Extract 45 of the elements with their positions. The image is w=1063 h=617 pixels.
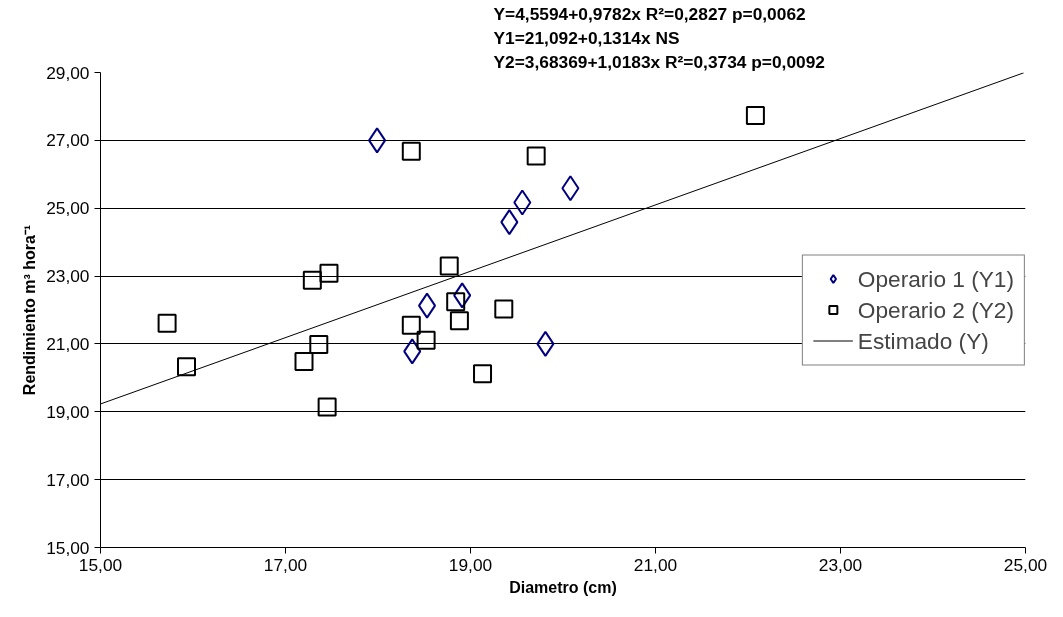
x-tick-label: 25,00	[1003, 554, 1048, 575]
point	[500, 209, 519, 236]
x-tick-label: 19,00	[448, 554, 493, 575]
y-tick-label: 17,00	[46, 469, 90, 490]
point	[403, 338, 422, 365]
point	[294, 352, 314, 372]
x-axis-title: Diametro (cm)	[509, 578, 617, 596]
point	[561, 175, 580, 202]
point	[473, 364, 493, 384]
point	[418, 292, 437, 319]
point	[494, 299, 514, 319]
text: Y=4,5594+0,9782x R²=0,2827 p=0,0062	[493, 3, 806, 24]
point	[401, 315, 421, 335]
text: Y2=3,68369+1,0183x R²=0,3734 p=0,0092	[493, 51, 825, 72]
point	[317, 397, 337, 417]
point	[453, 282, 472, 309]
point	[416, 330, 436, 350]
point	[157, 313, 177, 333]
y-tick-label: 25,00	[46, 198, 90, 219]
point	[302, 270, 322, 290]
point	[526, 146, 546, 166]
x-tick-label: 17,00	[263, 554, 308, 575]
text: Y1=21,092+0,1314x NS	[493, 27, 680, 48]
y-tick-label: 23,00	[46, 266, 90, 287]
y-tick-label: 27,00	[46, 130, 90, 151]
legend-label: Estimado (Y)	[857, 327, 989, 354]
y-tick-label: 29,00	[46, 62, 90, 83]
point	[439, 256, 459, 276]
legend-label: Operario 2 (Y2)	[857, 296, 1014, 323]
point	[177, 357, 197, 377]
point	[309, 335, 329, 355]
point	[536, 330, 555, 357]
y-axis-title: Rendimiento m³ hora⁻¹	[21, 224, 39, 396]
point	[319, 263, 339, 283]
point	[745, 106, 765, 126]
legend-label: Operario 1 (Y1)	[857, 265, 1014, 292]
x-tick-label: 23,00	[818, 554, 863, 575]
point	[449, 311, 469, 331]
point	[446, 292, 466, 312]
point	[513, 189, 532, 216]
y-tick-label: 21,00	[46, 333, 90, 354]
y-tick-label: 19,00	[46, 401, 90, 422]
point	[368, 127, 387, 154]
x-tick-label: 21,00	[633, 554, 678, 575]
point	[401, 141, 421, 161]
